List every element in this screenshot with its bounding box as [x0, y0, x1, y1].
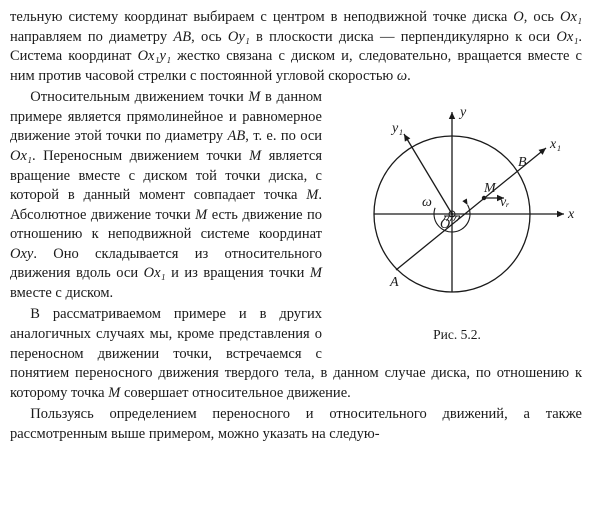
svg-text:ω: ω [422, 195, 432, 210]
text: направляем по диаметру [10, 29, 173, 45]
svg-text:x₁: x₁ [549, 137, 561, 152]
sym-Ox1: Ox₁ [10, 148, 32, 164]
sym-M: M [249, 148, 261, 164]
sym-AB: AB [173, 29, 191, 45]
svg-text:M: M [483, 181, 497, 196]
sym-M: M [195, 207, 207, 223]
svg-text:vᵣ: vᵣ [500, 195, 510, 210]
sym-Ox1y1: Ox₁y₁ [138, 48, 171, 64]
text: . [407, 68, 411, 84]
sym-Oxy: Oxy [10, 246, 33, 262]
sym-M: M [306, 187, 318, 203]
svg-text:y₁: y₁ [390, 121, 403, 136]
paragraph-4: Пользуясь определением переносного и отн… [10, 405, 582, 444]
sym-omega: ω [397, 68, 407, 84]
text: тельную систему координат выбираем с цен… [10, 9, 513, 25]
figure-5-2: x y x₁ y₁ O A B Mvᵣ ω Рис. 5.2. [332, 94, 582, 344]
text: в плоскости диска — перпендикулярно к ос… [250, 29, 557, 45]
svg-text:O: O [440, 217, 450, 232]
sym-Oy1: Oy₁ [228, 29, 250, 45]
text: и из вращения точки [166, 265, 310, 281]
sym-AB: AB [228, 128, 246, 144]
text: , т. е. по оси [245, 128, 322, 144]
sym-M: M [108, 385, 120, 401]
sym-Ox1: Ox₁ [560, 9, 582, 25]
sym-M: M [248, 89, 260, 105]
text: , ось [191, 29, 228, 45]
text: Относительным движением точки [30, 89, 248, 105]
text: , ось [524, 9, 560, 25]
sym-Ox1: Ox₁ [144, 265, 166, 281]
figure-caption: Рис. 5.2. [332, 326, 582, 344]
svg-text:x: x [567, 207, 575, 222]
sym-Ox1b: Ox₁ [556, 29, 578, 45]
svg-text:B: B [518, 155, 527, 170]
text: вместе с диском. [10, 285, 113, 301]
text: Пользуясь определением переносного и отн… [10, 406, 582, 442]
svg-text:y: y [458, 105, 467, 120]
sym-O: O [513, 9, 523, 25]
paragraph-1: тельную систему координат выбираем с цен… [10, 8, 582, 86]
svg-text:A: A [389, 275, 399, 290]
figure-svg: x y x₁ y₁ O A B Mvᵣ ω [332, 94, 582, 324]
page-content: тельную систему координат выбираем с цен… [10, 8, 582, 444]
sym-M: M [310, 265, 322, 281]
text: совершает относительное движение. [120, 385, 350, 401]
text: . Переносным движением точки [32, 148, 249, 164]
